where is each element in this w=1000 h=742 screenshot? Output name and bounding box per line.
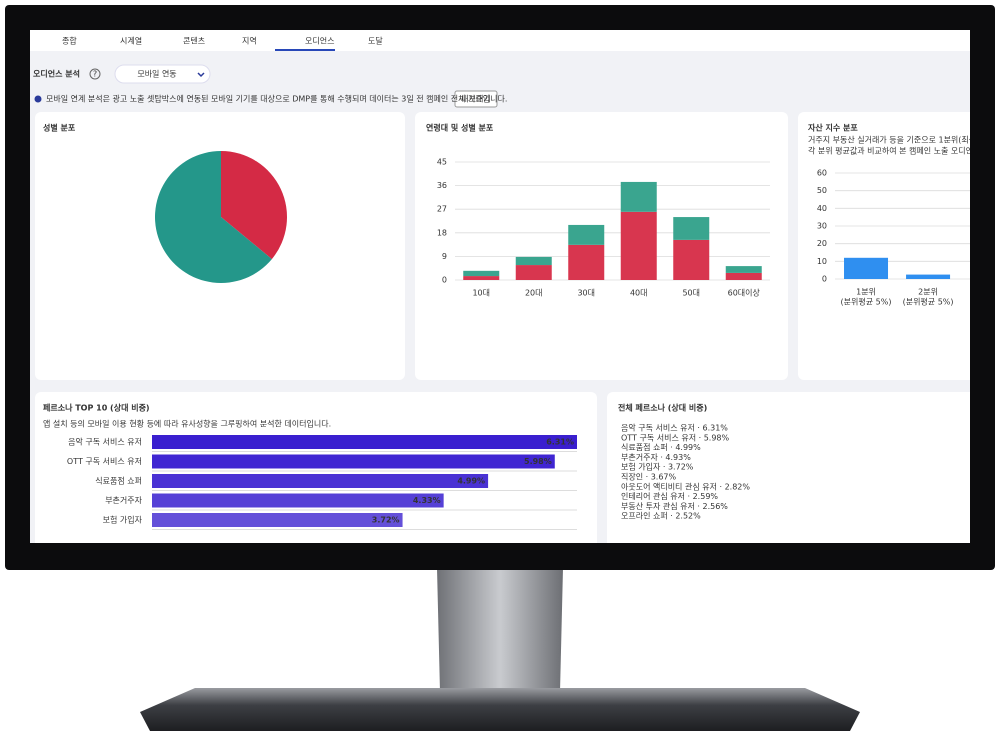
y-tick-label: 27: [437, 205, 447, 214]
tab-bar: [30, 30, 970, 51]
bar-segment: [673, 239, 710, 280]
value-label: 4.33%: [413, 496, 441, 505]
value-label: 3.72%: [372, 516, 400, 525]
dropdown-label: 모바일 연동: [137, 69, 176, 79]
bar-segment: [620, 211, 657, 280]
y-tick-label: 36: [437, 181, 447, 190]
panel-title: 전체 페르소나 (상대 비중): [618, 403, 707, 413]
value-label: 5.98%: [524, 457, 552, 466]
y-tick-label: 60: [817, 169, 827, 178]
panel: [35, 392, 597, 543]
description: 앱 설치 등의 모바일 이용 현황 등에 따라 유사성향을 그루핑하여 분석한 …: [43, 419, 331, 429]
x-tick-label: 20대: [525, 289, 543, 298]
notice: 모바일 연계 분석은 광고 노출 셋탑박스에 연동된 모바일 기기를 대상으로 …: [46, 94, 507, 104]
chevron: [197, 72, 205, 78]
bar-label: 부촌거주자: [105, 496, 142, 505]
bar-segment: [725, 266, 762, 273]
pie-slice: [221, 151, 287, 260]
y-tick-label: 18: [437, 228, 447, 237]
tab[interactable]: 오디언스: [305, 36, 334, 46]
list-item: 아웃도어 액티비티 관심 유저 · 2.82%: [621, 481, 750, 491]
y-tick-label: 0: [442, 276, 447, 285]
x-tick-label: 60대이상: [728, 288, 761, 298]
panel-title: 자산 지수 분포: [808, 123, 858, 133]
bar: [152, 454, 555, 469]
bar-segment: [463, 270, 500, 277]
section-title: 오디언스 분석: [33, 69, 80, 79]
panel: [798, 112, 970, 380]
y-tick-label: 30: [817, 222, 827, 231]
panel: [607, 392, 970, 543]
tab[interactable]: 도달: [368, 37, 383, 46]
list-item: 보험 가입자 · 3.72%: [621, 463, 694, 472]
bar-label: 식료품점 쇼퍼: [95, 476, 142, 486]
help-icon[interactable]: [89, 68, 101, 80]
bar: [152, 493, 444, 508]
export-button[interactable]: [454, 90, 498, 108]
x-tick-label: 10대: [472, 289, 490, 298]
bar-label: OTT 구독 서비스 유저: [67, 457, 142, 466]
bar-segment: [463, 276, 500, 280]
list-item: 음악 구독 서비스 유저 · 6.31%: [621, 423, 728, 433]
bar: [844, 257, 889, 279]
bar-segment: [568, 224, 605, 245]
panel-title: 페르소나 TOP 10 (상대 비중): [43, 403, 150, 413]
value-label: 4.99%: [457, 477, 485, 486]
panel-title: 연령대 및 성별 분포: [426, 123, 494, 133]
x-tick-sublabel: (분위평균 5%): [903, 297, 954, 307]
list-item: 인테리어 관심 유저 · 2.59%: [621, 491, 718, 501]
value-label: 6.31%: [546, 438, 574, 447]
x-tick-label: 1분위: [856, 288, 876, 297]
tab[interactable]: 콘텐츠: [183, 36, 205, 46]
bar: [152, 474, 489, 488]
bar-segment: [673, 217, 710, 240]
list-item: 부동산 투자 관심 유저 · 2.56%: [621, 501, 728, 511]
y-tick-label: 50: [817, 186, 827, 195]
bar-segment: [725, 272, 762, 280]
subtitle: 거주지 부동산 실거래가 등을 기준으로 1분위(최상)부터: [808, 135, 994, 145]
x-tick-label: 2분위: [918, 288, 938, 297]
tab[interactable]: 지역: [242, 36, 257, 46]
monitor-base: [140, 688, 860, 731]
panel-title: 성별 분포: [43, 123, 76, 133]
list-item: 오프라인 쇼퍼 · 2.52%: [621, 511, 701, 521]
y-tick-label: 45: [437, 158, 447, 167]
bar-segment: [568, 244, 605, 280]
tab-underline: [275, 49, 335, 51]
x-tick-sublabel: (분위평균 5%): [841, 297, 892, 307]
tab[interactable]: 종합: [62, 37, 77, 46]
dropdown[interactable]: [114, 64, 211, 84]
export-label: 내보내기: [461, 95, 490, 104]
bar: [152, 513, 403, 527]
x-tick-label: 50대: [682, 289, 700, 298]
bar: [906, 274, 951, 279]
bar-label: 음악 구독 서비스 유저: [68, 437, 142, 447]
bar-segment: [515, 256, 552, 266]
subtitle: 각 분위 평균값과 비교하여 본 캠페인 노출 오디언스의: [808, 146, 988, 156]
list-item: 부촌거주자 · 4.93%: [621, 453, 691, 462]
bar-label: 보험 가입자: [103, 516, 143, 525]
x-tick-label: 40대: [630, 289, 648, 298]
list-item: 직장인 · 3.67%: [621, 472, 677, 482]
tab[interactable]: 시계열: [120, 36, 142, 46]
pie-slice: [154, 151, 272, 283]
y-tick-label: 10: [817, 257, 827, 266]
y-tick-label: 0: [822, 275, 827, 284]
y-tick-label: 20: [817, 239, 827, 248]
list-item: 식료품점 쇼퍼 · 4.99%: [621, 442, 701, 452]
bar: [152, 435, 577, 449]
bar-segment: [620, 181, 657, 212]
bar-segment: [515, 265, 552, 280]
info-icon: [34, 95, 42, 103]
x-tick-label: 30대: [577, 289, 595, 298]
y-tick-label: 40: [817, 204, 827, 213]
y-tick-label: 9: [442, 252, 447, 261]
help-mark: ?: [93, 70, 97, 79]
list-item: OTT 구독 서비스 유저 · 5.98%: [621, 433, 730, 442]
monitor-neck: [437, 568, 563, 692]
